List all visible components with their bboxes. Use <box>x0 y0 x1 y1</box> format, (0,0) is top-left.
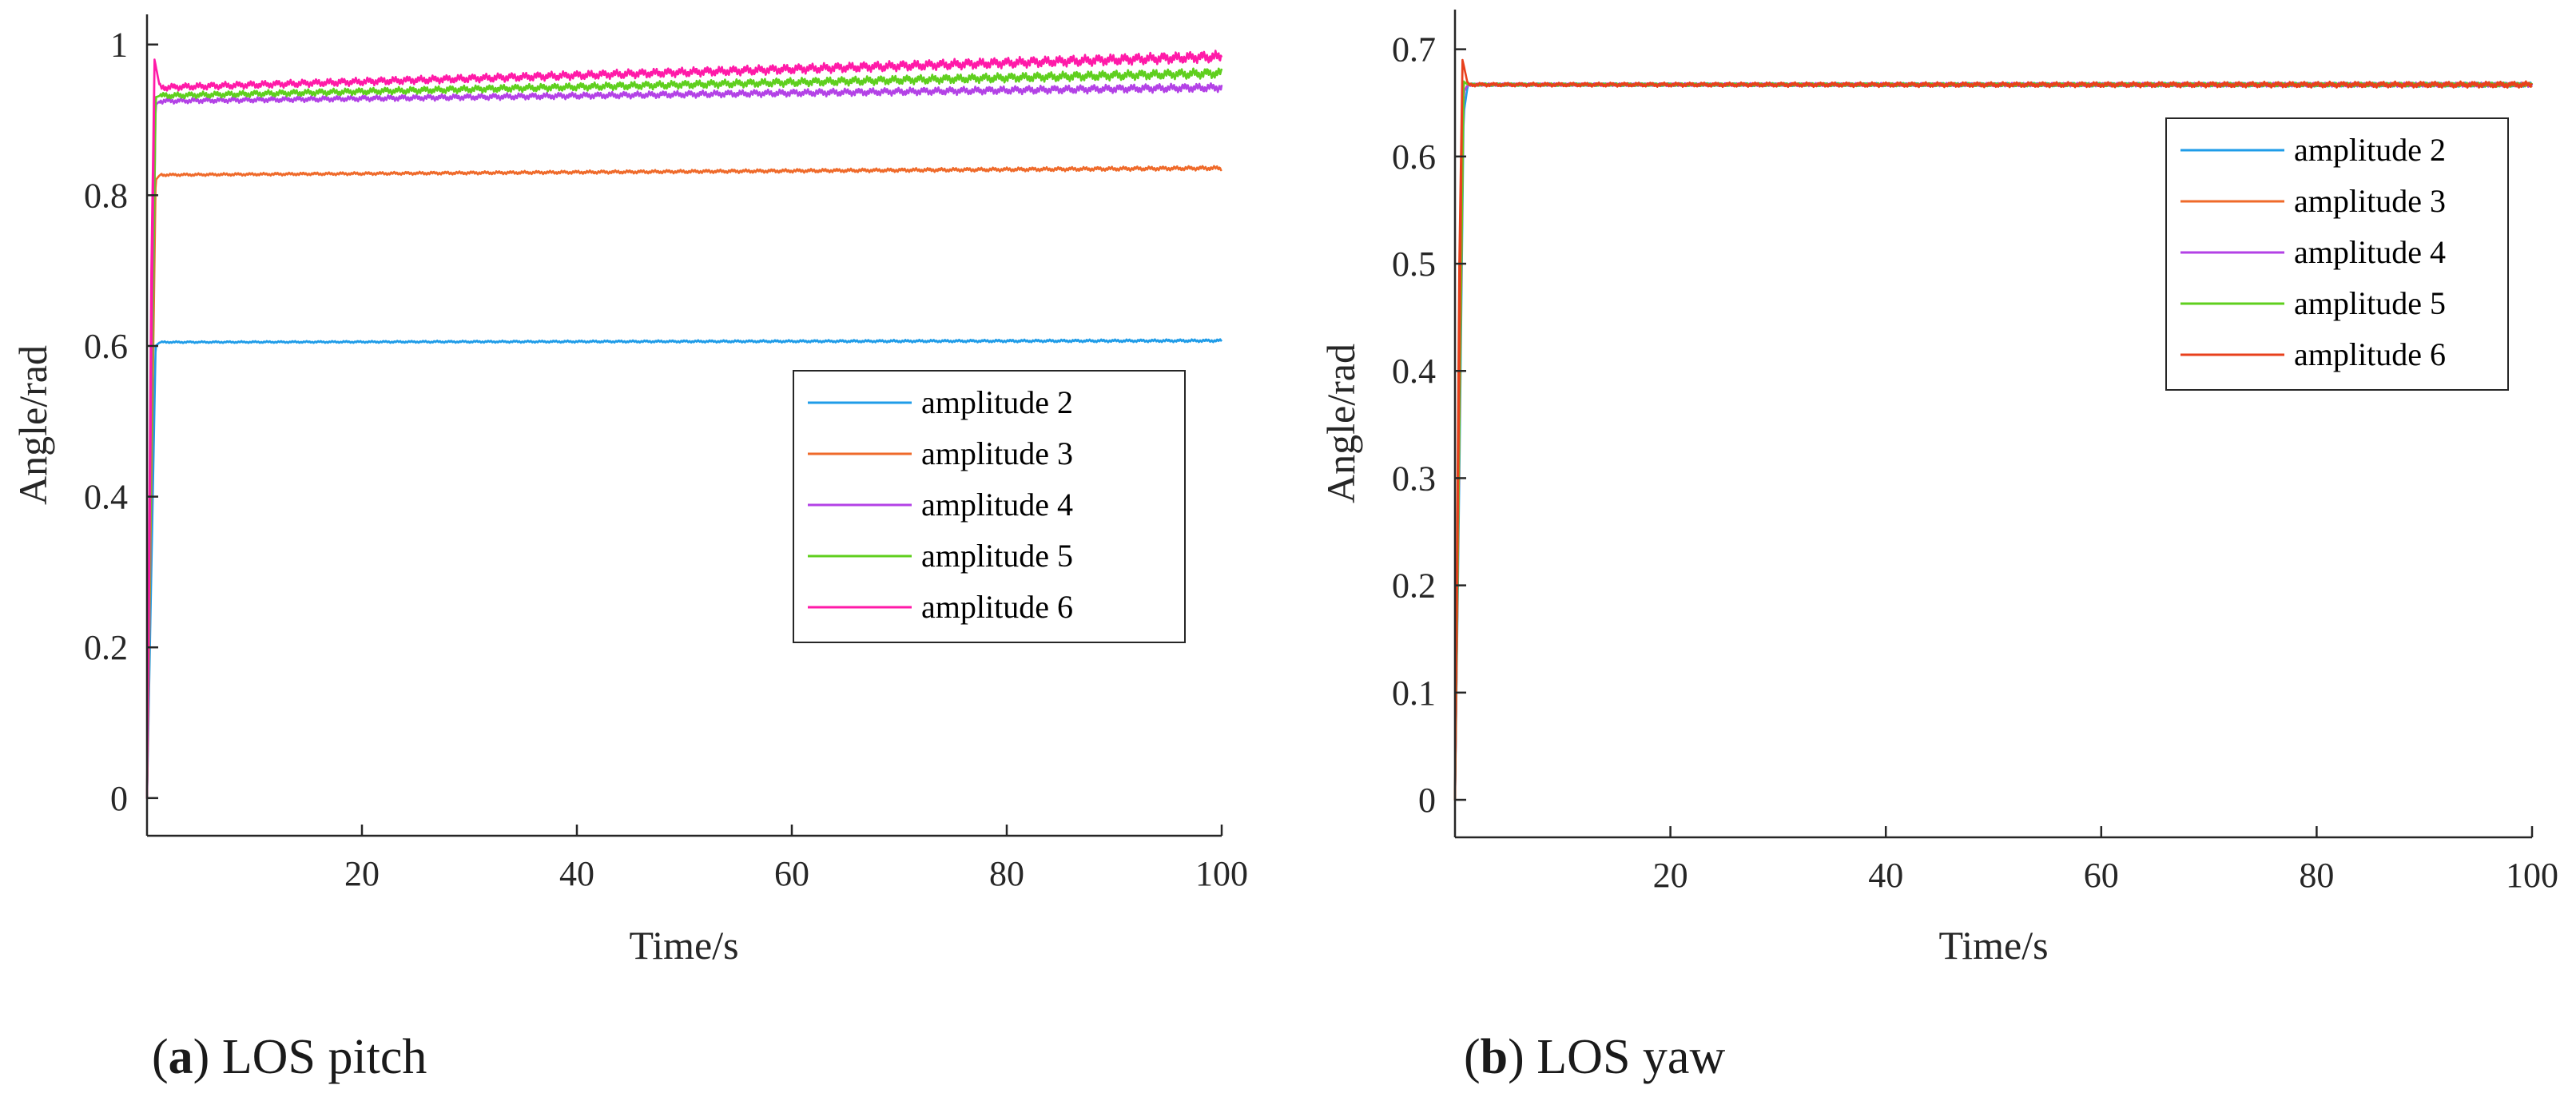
series-line-amplitude-2 <box>145 338 1222 800</box>
x-tick-label: 20 <box>1653 856 1688 895</box>
legend-yaw: amplitude 2 amplitude 3 amplitude 4 amplitu… <box>2165 117 2509 391</box>
legend-label-amplitude-6: amplitude 6 <box>2294 336 2446 372</box>
x-tick-label: 80 <box>989 854 1024 893</box>
y-tick-label: 0.1 <box>1392 674 1436 713</box>
svg-text:(b) LOS yaw: (b) LOS yaw <box>1464 1030 1725 1084</box>
y-ticks-yaw: 0 0.1 0.2 0.3 0.4 0.5 0.6 0.7 <box>1392 30 1466 820</box>
legend-label-amplitude-3: amplitude 3 <box>2294 183 2446 219</box>
y-tick-label: 0.5 <box>1392 244 1436 284</box>
legend-label-amplitude-4: amplitude 4 <box>2294 234 2446 270</box>
x-tick-label: 40 <box>1868 856 1903 895</box>
y-tick-label: 0.7 <box>1392 30 1436 70</box>
x-axis-label-pitch: Time/s <box>629 923 738 968</box>
legend-pitch: amplitude 2 amplitude 3 amplitude 4 amplitu… <box>793 370 1186 643</box>
caption-text-yaw: LOS yaw <box>1536 1030 1725 1084</box>
x-tick-label: 40 <box>559 854 594 893</box>
series-line-amplitude-5 <box>145 67 1223 800</box>
x-tick-label: 60 <box>774 854 809 893</box>
series-line-amplitude-3 <box>145 165 1222 800</box>
svg-text:(a) LOS pitch: (a) LOS pitch <box>152 1030 427 1084</box>
caption-paren-close-yaw: ) <box>1508 1030 1536 1084</box>
series-line-amplitude-4 <box>145 82 1223 800</box>
series-group-yaw <box>1453 58 2534 801</box>
caption-paren-open-yaw: ( <box>1464 1030 1481 1084</box>
legend-label-amplitude-5: amplitude 5 <box>921 538 1073 574</box>
panel-pitch: 20 40 60 80 100 0 0.2 0.4 0.6 0.8 1 Time/s Angle/… <box>10 14 1248 1084</box>
legend-entries-pitch: amplitude 2 amplitude 3 amplitude 4 amplitu… <box>808 384 1073 625</box>
caption-pitch: (a) LOS pitch <box>152 1030 427 1084</box>
x-tick-label: 100 <box>2506 856 2558 895</box>
y-tick-label: 0.8 <box>84 176 128 215</box>
legend-label-amplitude-5: amplitude 5 <box>2294 285 2446 321</box>
legend-label-amplitude-6: amplitude 6 <box>921 589 1073 625</box>
caption-paren-open-pitch: ( <box>152 1030 169 1084</box>
y-tick-label: 1 <box>110 26 128 65</box>
y-tick-label: 0.6 <box>1392 137 1436 177</box>
caption-label-pitch: a <box>169 1030 193 1084</box>
legend-box-yaw <box>2165 117 2509 391</box>
series-line-amplitude-6 <box>145 50 1223 800</box>
x-tick-label: 80 <box>2299 856 2334 895</box>
legend-label-amplitude-2: amplitude 2 <box>2294 132 2446 168</box>
y-tick-label: 0 <box>1418 781 1436 820</box>
legend-label-amplitude-3: amplitude 3 <box>921 435 1073 471</box>
y-tick-label: 0.4 <box>1392 352 1436 391</box>
legend-label-amplitude-2: amplitude 2 <box>921 384 1073 420</box>
caption-yaw: (b) LOS yaw <box>1464 1030 1725 1084</box>
y-tick-label: 0.6 <box>84 327 128 366</box>
series-line-amplitude-6 <box>1453 58 2533 801</box>
x-tick-label: 60 <box>2084 856 2119 895</box>
x-axis-label-yaw: Time/s <box>1938 923 2048 968</box>
y-tick-label: 0 <box>110 779 128 818</box>
legend-entries-yaw: amplitude 2 amplitude 3 amplitude 4 amplitu… <box>2180 132 2446 372</box>
y-axis-label-pitch: Angle/rad <box>10 345 55 505</box>
x-tick-label: 100 <box>1195 854 1248 893</box>
caption-label-yaw: b <box>1481 1030 1508 1084</box>
panel-yaw: 20 40 60 80 100 0 0.1 0.2 0.3 0.4 0.5 0.6 0.7 Time/… <box>1318 10 2558 1084</box>
y-tick-label: 0.2 <box>84 628 128 667</box>
legend-box-pitch <box>793 370 1186 643</box>
x-ticks-yaw: 20 40 60 80 100 <box>1653 826 2558 895</box>
series-group-pitch <box>145 50 1223 800</box>
y-tick-label: 0.4 <box>84 478 128 517</box>
y-tick-label: 0.2 <box>1392 566 1436 606</box>
y-ticks-pitch: 0 0.2 0.4 0.6 0.8 1 <box>84 26 158 818</box>
y-axis-label-yaw: Angle/rad <box>1318 344 1363 503</box>
caption-paren-close-pitch: ) <box>193 1030 222 1084</box>
legend-label-amplitude-4: amplitude 4 <box>921 487 1073 523</box>
y-tick-label: 0.3 <box>1392 459 1436 498</box>
caption-text-pitch: LOS pitch <box>222 1030 427 1084</box>
x-ticks-pitch: 20 40 60 80 100 <box>344 825 1248 893</box>
x-tick-label: 20 <box>344 854 380 893</box>
